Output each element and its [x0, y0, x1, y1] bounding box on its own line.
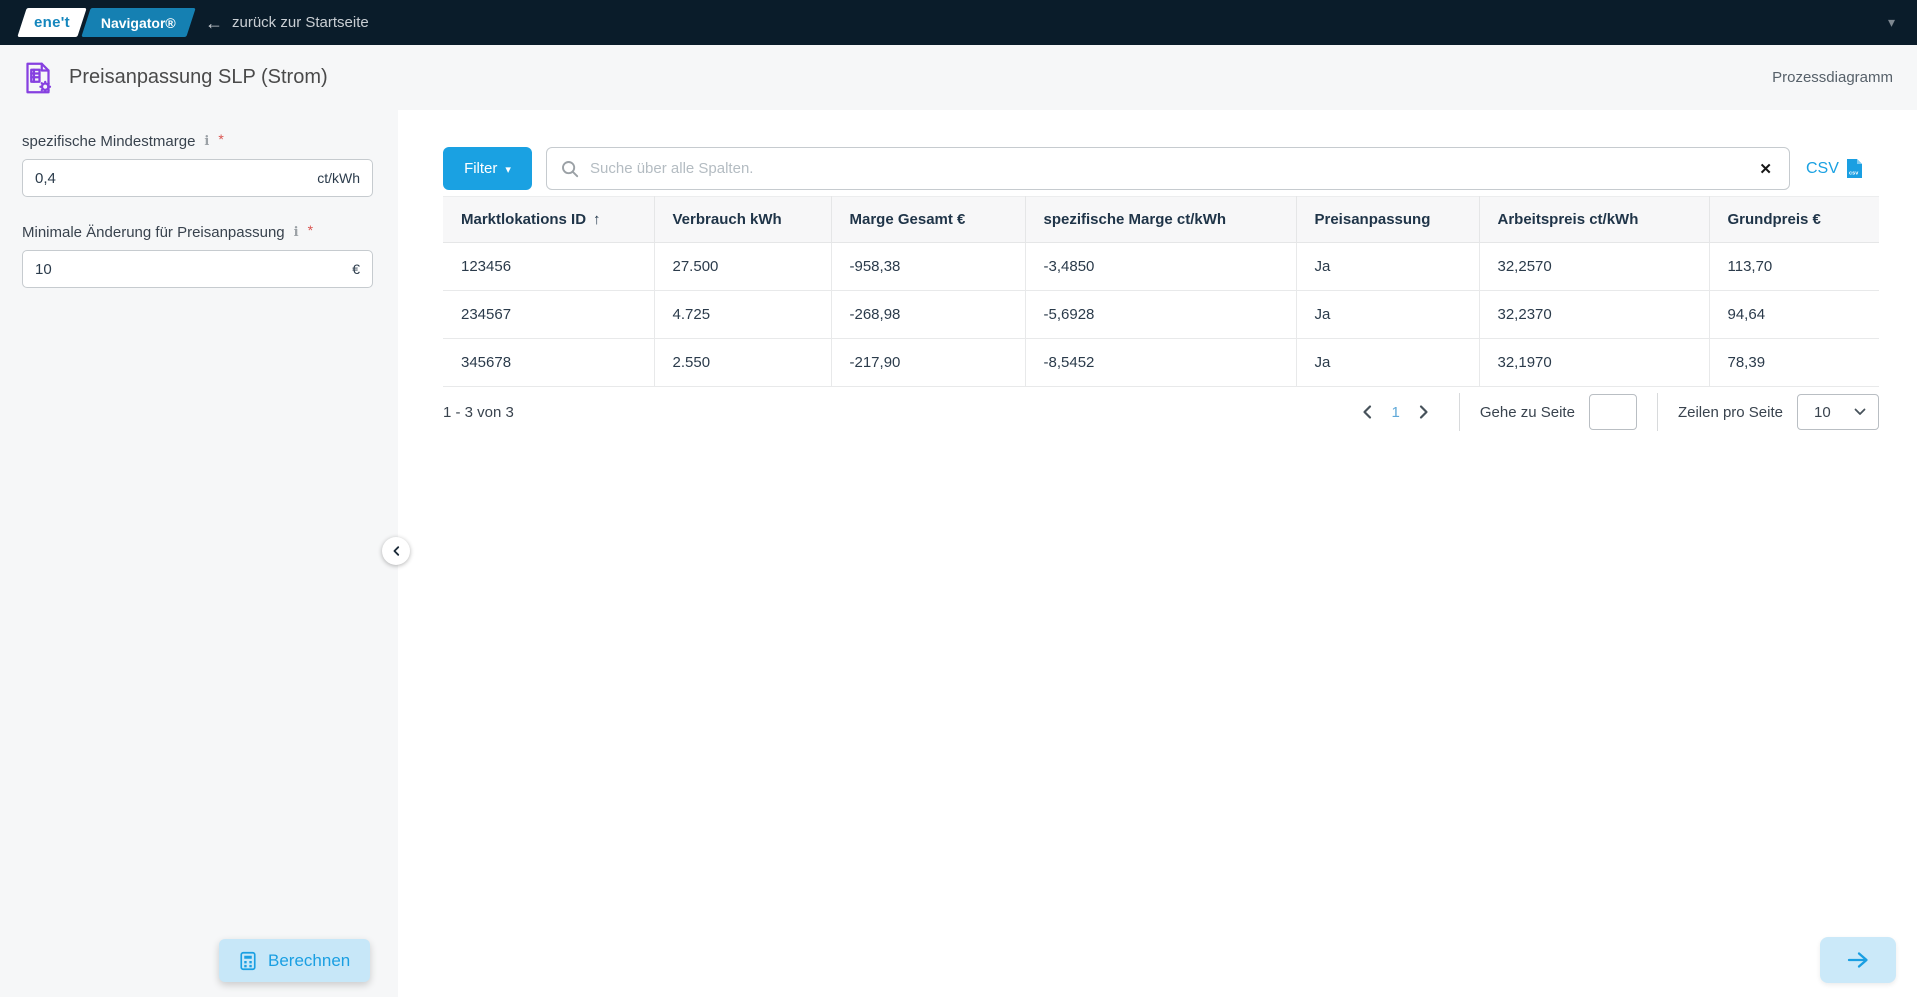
table-cell: 345678 — [443, 338, 655, 387]
next-step-button[interactable] — [1820, 937, 1896, 983]
table-cell: 234567 — [443, 290, 655, 339]
calculate-button[interactable]: Berechnen — [219, 939, 371, 982]
filter-button-label: Filter — [464, 160, 498, 177]
min-margin-input[interactable] — [35, 169, 310, 187]
top-navigation-bar: ene't Navigator® ← zurück zur Startseite… — [0, 0, 1917, 45]
table-cell: 27.500 — [654, 242, 832, 291]
table-cell: 123456 — [443, 242, 655, 291]
column-header[interactable]: Grundpreis € — [1709, 196, 1879, 243]
table-cell: -268,98 — [831, 290, 1026, 339]
chevron-left-icon — [1363, 405, 1372, 419]
next-page-button[interactable] — [1409, 397, 1439, 427]
required-marker: * — [307, 222, 314, 238]
logo-primary-segment: ene't — [17, 8, 87, 37]
process-document-icon — [26, 62, 52, 93]
min-change-input-wrap: € — [22, 250, 373, 288]
table-cell: 78,39 — [1709, 338, 1879, 387]
min-margin-input-wrap: ct/kWh — [22, 159, 373, 197]
min-change-field-group: Minimale Änderung für Preisanpassung i *… — [22, 222, 373, 288]
table-cell: -958,38 — [831, 242, 1026, 291]
table-body: 123456 27.500 -958,38 -3,4850 Ja 32,2570 113,7… — [443, 242, 1879, 387]
min-margin-label: spezifische Mindestmarge — [22, 132, 196, 150]
min-change-input[interactable] — [35, 260, 345, 278]
min-change-label: Minimale Änderung für Preisanpassung — [22, 223, 285, 241]
sidebar-collapse-button[interactable] — [382, 537, 410, 565]
table-row[interactable]: 123456 27.500 -958,38 -3,4850 Ja 32,2570 113,7… — [443, 242, 1879, 291]
table-cell: Ja — [1296, 242, 1480, 291]
table-cell: -3,4850 — [1025, 242, 1297, 291]
logo-secondary-text: Navigator® — [100, 14, 176, 31]
search-box: ✕ — [546, 147, 1790, 190]
goto-page-input[interactable] — [1588, 394, 1637, 430]
table-cell: 4.725 — [654, 290, 832, 339]
divider — [1458, 393, 1460, 431]
table-cell: -5,6928 — [1025, 290, 1297, 339]
results-table: Marktlokations ID ↑ Verbrauch kWh Marge Ges… — [443, 196, 1879, 387]
clear-search-button[interactable]: ✕ — [1756, 160, 1775, 178]
min-change-unit: € — [352, 261, 360, 277]
table-row[interactable]: 234567 4.725 -268,98 -5,6928 Ja 32,2370 94,64 — [443, 290, 1879, 339]
column-header[interactable]: Preisanpassung — [1296, 196, 1480, 243]
table-cell: 113,70 — [1709, 242, 1879, 291]
arrow-right-icon — [1847, 952, 1868, 968]
table-cell: 32,1970 — [1479, 338, 1710, 387]
logo-secondary-segment: Navigator® — [81, 8, 196, 37]
column-header[interactable]: Marktlokations ID ↑ — [443, 196, 655, 243]
page-header: Preisanpassung SLP (Strom) Prozessdiagra… — [0, 45, 1917, 110]
table-cell: 2.550 — [654, 338, 832, 387]
svg-text:csv: csv — [1849, 171, 1859, 177]
table-cell: -217,90 — [831, 338, 1026, 387]
back-link-label: zurück zur Startseite — [232, 14, 369, 31]
back-arrow-icon: ← — [205, 12, 223, 33]
pagination-bar: 1 - 3 von 3 1 Gehe zu Seite Zeilen pro S… — [443, 390, 1879, 434]
column-header[interactable]: spezifische Marge ct/kWh — [1025, 196, 1297, 243]
table-cell: 32,2570 — [1479, 242, 1710, 291]
rows-per-page-select[interactable]: 10 — [1797, 394, 1879, 430]
info-icon[interactable]: i — [293, 224, 299, 240]
column-header[interactable]: Verbrauch kWh — [654, 196, 832, 243]
calculate-button-label: Berechnen — [268, 950, 351, 970]
caret-down-icon: ▾ — [505, 164, 511, 176]
search-input[interactable] — [590, 160, 1746, 177]
table-cell: Ja — [1296, 338, 1480, 387]
column-header[interactable]: Arbeitspreis ct/kWh — [1479, 196, 1710, 243]
rows-per-page-value: 10 — [1814, 403, 1831, 421]
csv-file-icon: csv — [1846, 159, 1862, 178]
chevron-right-icon — [1420, 405, 1428, 419]
divider — [1656, 393, 1658, 431]
min-margin-field-group: spezifische Mindestmarge i * ct/kWh — [22, 131, 373, 197]
current-page-number[interactable]: 1 — [1391, 403, 1400, 421]
search-icon — [562, 160, 579, 177]
back-to-start-link[interactable]: ← zurück zur Startseite — [205, 0, 369, 45]
csv-label: CSV — [1806, 159, 1839, 177]
enet-navigator-logo[interactable]: ene't Navigator® — [17, 8, 196, 37]
column-header[interactable]: Marge Gesamt € — [831, 196, 1026, 243]
caret-down-icon — [1854, 408, 1866, 415]
table-head-row: Marktlokations ID ↑ Verbrauch kWh Marge Ges… — [443, 196, 1879, 243]
table-cell: 94,64 — [1709, 290, 1879, 339]
process-diagram-link[interactable]: Prozessdiagramm — [1772, 69, 1893, 86]
info-icon[interactable]: i — [204, 133, 210, 149]
previous-page-button[interactable] — [1353, 397, 1383, 427]
goto-page-label: Gehe zu Seite — [1479, 403, 1575, 421]
logo-primary-text: ene't — [34, 14, 70, 31]
table-cell: -8,5452 — [1025, 338, 1297, 387]
sort-ascending-icon: ↑ — [593, 211, 601, 228]
filter-button[interactable]: Filter ▾ — [443, 147, 532, 190]
user-menu-caret-icon[interactable]: ▾ — [1887, 14, 1895, 30]
rows-per-page-label: Zeilen pro Seite — [1677, 403, 1783, 421]
page-title: Preisanpassung SLP (Strom) — [69, 66, 328, 88]
chevron-left-icon — [393, 546, 399, 556]
table-cell: Ja — [1296, 290, 1480, 339]
table-cell: 32,2370 — [1479, 290, 1710, 339]
csv-export-link[interactable]: CSV csv — [1806, 147, 1863, 190]
required-marker: * — [218, 131, 224, 147]
row-range-text: 1 - 3 von 3 — [443, 403, 514, 421]
calculator-icon — [240, 951, 256, 970]
table-row[interactable]: 345678 2.550 -217,90 -8,5452 Ja 32,1970 78,39 — [443, 338, 1879, 387]
min-margin-unit: ct/kWh — [317, 170, 360, 186]
